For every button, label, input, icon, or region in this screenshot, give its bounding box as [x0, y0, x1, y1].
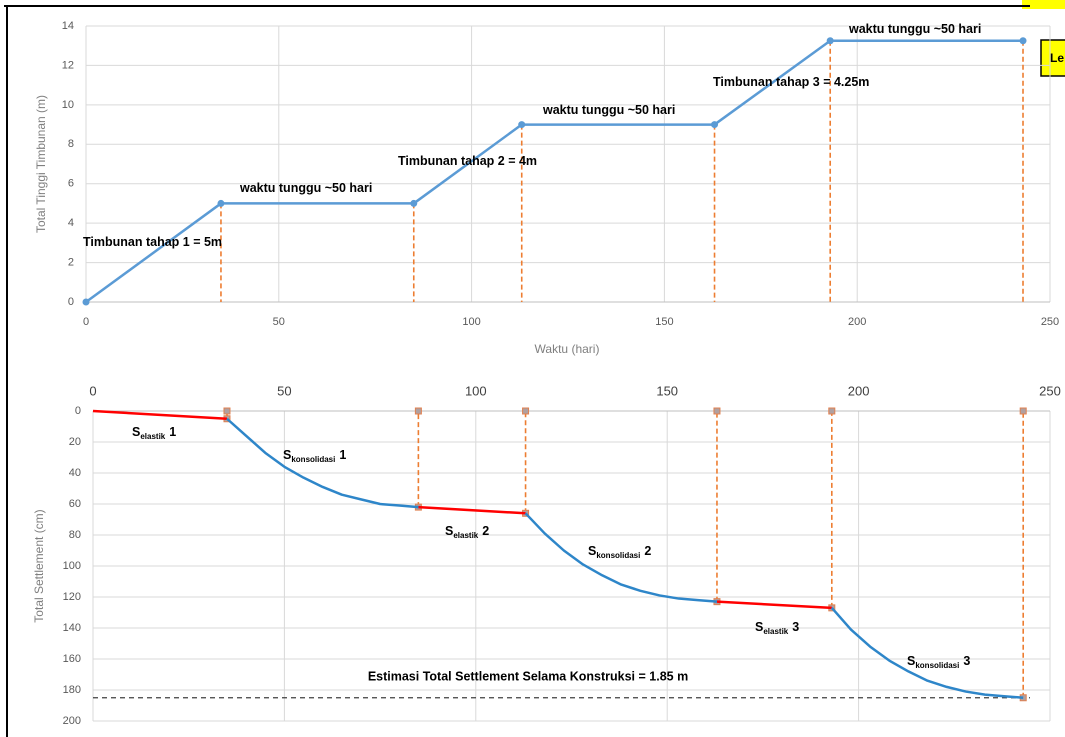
annotation-suffix: 3	[792, 620, 799, 634]
x-tick-label: 200	[848, 383, 870, 398]
x-tick-label: 50	[277, 383, 291, 398]
drop-marker	[223, 407, 231, 415]
y-tick-label: 80	[69, 529, 81, 541]
x-tick-label: 150	[656, 383, 678, 398]
annotation-text: waktu tunggu ~50 hari	[542, 103, 675, 117]
annotation-text: Timbunan tahap 1 = 5m	[83, 235, 222, 249]
x-tick-label: 100	[462, 316, 480, 328]
annotation: Selastik 1	[132, 425, 176, 441]
y-tick-label: 6	[68, 178, 74, 190]
annotation: Selastik 3	[755, 620, 799, 636]
y-tick-label: 10	[62, 99, 74, 111]
y-tick-label: 20	[69, 436, 81, 448]
annotation-text: S	[588, 544, 596, 558]
x-tick-label: 150	[655, 316, 673, 328]
annotation-text: waktu tunggu ~50 hari	[848, 22, 981, 36]
x-tick-label: 250	[1041, 316, 1059, 328]
drop-marker	[522, 407, 530, 415]
annotation-subscript: elastik	[453, 531, 478, 540]
y-tick-label: 160	[63, 653, 81, 665]
y-axis-label: Total Tinggi Timbunan (m)	[34, 95, 48, 233]
point-marker	[826, 37, 834, 45]
y-tick-label: 8	[68, 138, 74, 150]
y-tick-label: 140	[63, 622, 81, 634]
y-tick-label: 200	[63, 715, 81, 727]
annotation-text: S	[755, 620, 763, 634]
reference-label: Estimasi Total Settlement Selama Konstru…	[368, 669, 688, 683]
y-tick-label: 100	[63, 560, 81, 572]
annotation-text: Timbunan tahap 2 = 4m	[398, 154, 537, 168]
point-marker	[217, 199, 225, 207]
annotation-subscript: elastik	[140, 432, 165, 441]
point-marker	[1019, 37, 1027, 45]
annotation-suffix: 2	[644, 544, 651, 558]
y-tick-label: 12	[62, 59, 74, 71]
annotation: Timbunan tahap 2 = 4m	[398, 154, 537, 168]
annotation-text: S	[132, 425, 140, 439]
annotation-text: S	[445, 524, 453, 538]
legend-text: Le	[1050, 51, 1064, 65]
x-tick-label: 200	[848, 316, 866, 328]
point-marker	[711, 121, 719, 129]
y-tick-label: 120	[63, 591, 81, 603]
x-tick-label: 100	[465, 383, 487, 398]
drop-marker	[1019, 407, 1027, 415]
point-marker	[82, 298, 90, 306]
annotation: Timbunan tahap 1 = 5m	[83, 235, 222, 249]
x-axis-label: Waktu (hari)	[535, 342, 600, 356]
y-tick-label: 4	[68, 217, 74, 229]
y-tick-label: 180	[63, 684, 81, 696]
annotation-suffix: 1	[169, 425, 176, 439]
annotation-text: S	[907, 654, 915, 668]
y-tick-label: 0	[68, 296, 74, 308]
annotation-text: Timbunan tahap 3 = 4.25m	[713, 75, 869, 89]
series-line	[226, 417, 1024, 699]
annotation: Skonsolidasi 3	[907, 654, 970, 670]
annotation: waktu tunggu ~50 hari	[239, 181, 372, 195]
annotation-suffix: 1	[339, 448, 346, 462]
annotation: Skonsolidasi 1	[283, 448, 346, 464]
annotation-subscript: elastik	[763, 627, 788, 636]
annotation: Selastik 2	[445, 524, 489, 540]
annotation-subscript: konsolidasi	[596, 551, 640, 560]
y-tick-label: 60	[69, 498, 81, 510]
x-tick-label: 0	[83, 316, 89, 328]
y-tick-label: 0	[75, 405, 81, 417]
annotation: waktu tunggu ~50 hari	[542, 103, 675, 117]
annotation-subscript: konsolidasi	[915, 661, 959, 670]
x-tick-label: 50	[273, 316, 285, 328]
annotation: waktu tunggu ~50 hari	[848, 22, 981, 36]
annotation-suffix: 2	[482, 524, 489, 538]
annotation-text: waktu tunggu ~50 hari	[239, 181, 372, 195]
y-tick-label: 14	[62, 20, 74, 32]
y-tick-label: 40	[69, 467, 81, 479]
annotation: Skonsolidasi 2	[588, 544, 651, 560]
drop-marker	[713, 407, 721, 415]
legend-box	[1040, 39, 1065, 77]
point-marker	[518, 121, 526, 129]
legend-strip	[1022, 0, 1065, 9]
series-line	[92, 409, 832, 610]
y-tick-label: 2	[68, 256, 74, 268]
drop-marker	[414, 407, 422, 415]
annotation-text: S	[283, 448, 291, 462]
point-marker	[410, 199, 418, 207]
y-axis-label: Total Settlement (cm)	[32, 509, 46, 622]
annotation: Timbunan tahap 3 = 4.25m	[713, 75, 869, 89]
x-tick-label: 250	[1039, 383, 1061, 398]
x-tick-label: 0	[89, 383, 96, 398]
drop-marker	[828, 407, 836, 415]
annotation-suffix: 3	[963, 654, 970, 668]
annotation-subscript: konsolidasi	[291, 455, 335, 464]
